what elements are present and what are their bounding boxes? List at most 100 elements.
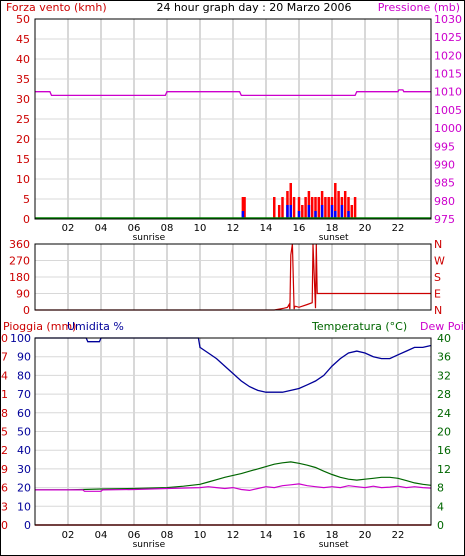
wind-speed-bar — [289, 183, 292, 219]
pressure-tick-label: 985 — [434, 177, 455, 190]
temperature-tick-label: 16 — [437, 444, 451, 457]
wind-speed-axis-label: Forza vento (kmh) — [6, 1, 107, 14]
wind-speed-bar — [314, 197, 317, 219]
pressure-tick-label: 975 — [434, 213, 455, 226]
wind-dir-tick-label: 270 — [9, 255, 30, 268]
wind-avg-bar — [320, 205, 324, 219]
wind-speed-bar — [347, 197, 350, 219]
panel-rain-humidity-temperature — [34, 337, 432, 526]
compass-label: W — [434, 255, 445, 268]
dewpoint-axis-label: Dew Point — [420, 320, 465, 333]
panel-wind-direction — [34, 243, 432, 311]
humidity-tick-label: 0 — [24, 519, 31, 532]
wind-speed-bar — [337, 191, 340, 219]
x-tick-label: 22 — [392, 530, 405, 541]
wind-dir-tick-label: 180 — [9, 271, 30, 284]
sunrise-label: sunrise — [133, 233, 166, 243]
rain-tick-label: 18 — [0, 407, 8, 420]
x-tick-label: 16 — [293, 530, 306, 541]
rain-tick-label: 3 — [1, 500, 8, 513]
wind-speed-bar — [310, 197, 314, 219]
x-tick-label: 10 — [194, 223, 207, 234]
pressure-tick-label: 1005 — [434, 104, 462, 117]
rain-tick-label: 15 — [0, 426, 8, 439]
humidity-tick-label: 50 — [17, 426, 31, 439]
wind-speed-bar — [317, 197, 321, 219]
wind-dir-tick-label: 90 — [16, 288, 30, 301]
temperature-tick-label: 0 — [437, 519, 444, 532]
sunset-label: sunset — [319, 540, 349, 550]
pressure-tick-label: 995 — [434, 140, 455, 153]
compass-label: E — [434, 288, 441, 301]
x-tick-label: 20 — [359, 223, 372, 234]
dewpoint-line — [35, 483, 432, 492]
x-tick-label: 12 — [227, 530, 240, 541]
wind-speed-tick-label: 15 — [16, 153, 30, 166]
compass-label: N — [434, 304, 442, 317]
wind-dir-tick-label: 360 — [9, 238, 30, 251]
wind-speed-bar — [277, 205, 281, 219]
rain-tick-label: 27 — [0, 351, 8, 364]
wind-speed-bar — [304, 197, 307, 219]
pressure-tick-label: 1015 — [434, 68, 462, 81]
x-tick-label: 18 — [326, 223, 339, 234]
temperature-tick-label: 4 — [437, 500, 444, 513]
sunset-label: sunset — [319, 233, 349, 243]
x-tick-label: 12 — [227, 223, 240, 234]
humidity-tick-label: 30 — [17, 463, 31, 476]
x-tick-label: 16 — [293, 223, 306, 234]
wind-avg-bar — [307, 205, 311, 219]
x-tick-label: 04 — [95, 223, 108, 234]
sunrise-label: sunrise — [133, 540, 166, 550]
pressure-tick-label: 1000 — [434, 122, 462, 135]
wind-speed-bar — [353, 197, 357, 219]
wind-speed-bar — [241, 197, 245, 219]
wind-avg-bar — [340, 205, 344, 219]
temperature-tick-label: 20 — [437, 426, 451, 439]
pressure-tick-label: 1025 — [434, 31, 462, 44]
wind-direction-line — [35, 243, 431, 311]
wind-speed-tick-label: 30 — [16, 93, 30, 106]
humidity-tick-label: 60 — [17, 407, 31, 420]
wind-speed-bar — [327, 197, 330, 219]
x-tick-label: 04 — [95, 530, 108, 541]
wind-avg-bar — [241, 211, 245, 219]
x-tick-label: 06 — [128, 530, 141, 541]
rain-tick-label: 21 — [0, 388, 8, 401]
humidity-line — [35, 337, 432, 393]
wind-speed-bar — [292, 197, 296, 219]
humidity-tick-label: 80 — [17, 369, 31, 382]
pressure-tick-label: 980 — [434, 195, 455, 208]
wind-dir-tick-label: 0 — [23, 304, 30, 317]
x-tick-label: 02 — [62, 530, 75, 541]
temperature-tick-label: 8 — [437, 482, 444, 495]
rain-tick-label: 6 — [1, 482, 8, 495]
wind-speed-tick-label: 40 — [16, 53, 30, 66]
temperature-tick-label: 40 — [437, 332, 451, 345]
wind-speed-tick-label: 25 — [16, 113, 30, 126]
x-tick-label: 14 — [260, 530, 273, 541]
wind-speed-bar — [301, 205, 304, 219]
pressure-tick-label: 1030 — [434, 13, 462, 26]
humidity-tick-label: 10 — [17, 500, 31, 513]
wind-speed-bar — [334, 183, 337, 219]
humidity-tick-label: 40 — [17, 444, 31, 457]
rain-tick-label: 24 — [0, 369, 8, 382]
wind-speed-bar — [343, 191, 347, 219]
wind-speed-bar — [324, 197, 327, 219]
humidity-tick-label: 90 — [17, 351, 31, 364]
wind-speed-tick-label: 35 — [16, 73, 30, 86]
wind-avg-bar — [289, 205, 292, 219]
compass-label: N — [434, 238, 442, 251]
temperature-tick-label: 36 — [437, 351, 451, 364]
wind-speed-tick-label: 0 — [23, 213, 30, 226]
temperature-axis-label: Temperatura (°C) — [311, 320, 407, 333]
temperature-tick-label: 24 — [437, 407, 451, 420]
chart-title: 24 hour graph day : 20 Marzo 2006 — [156, 1, 351, 14]
pressure-axis-label: Pressione (mb) — [378, 1, 460, 14]
wind-avg-bar — [347, 211, 350, 219]
humidity-tick-label: 70 — [17, 388, 31, 401]
humidity-tick-label: 20 — [17, 482, 31, 495]
x-tick-label: 14 — [260, 223, 273, 234]
